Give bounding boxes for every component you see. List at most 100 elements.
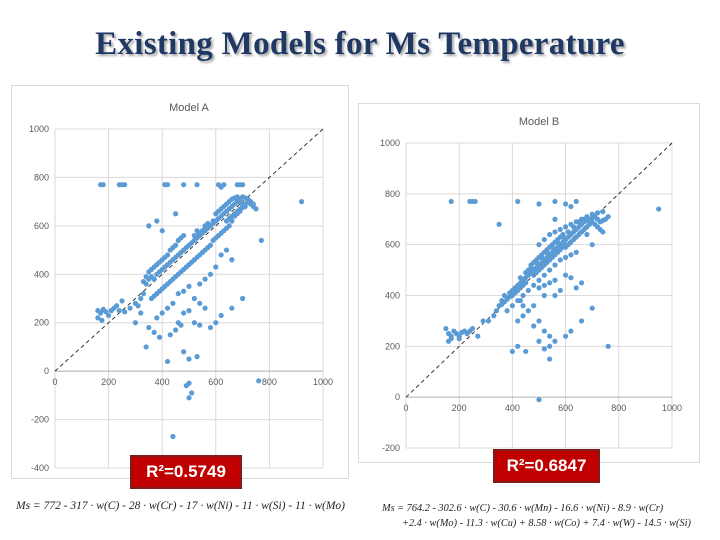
scatter-point xyxy=(229,305,235,311)
reference-line xyxy=(54,128,324,372)
scatter-point xyxy=(547,267,553,273)
scatter-point xyxy=(528,264,534,271)
scatter-point xyxy=(202,305,208,311)
scatter-point xyxy=(573,198,579,205)
scatter-point xyxy=(240,182,246,188)
scatter-point xyxy=(154,218,160,224)
scatter-point xyxy=(223,247,230,253)
scatter-point xyxy=(146,324,152,331)
scatter-point xyxy=(594,210,601,216)
scatter-point xyxy=(557,287,563,294)
formula-model-b-line2: +2.4 · w(Mo) - 11.3 · w(Cu) + 8.58 · w(C… xyxy=(402,518,691,529)
scatter-point xyxy=(151,276,157,282)
scatter-point xyxy=(140,278,147,285)
scatter-point xyxy=(256,378,262,384)
scatter-point xyxy=(549,244,555,250)
scatter-point xyxy=(472,198,478,205)
scatter-point xyxy=(547,343,553,349)
scatter-point xyxy=(539,254,545,260)
scatter-point xyxy=(181,349,187,355)
scatter-point xyxy=(568,252,574,258)
scatter-point xyxy=(138,295,144,302)
scatter-point xyxy=(496,221,502,227)
y-tick-label: -400 xyxy=(31,463,49,473)
scatter-point xyxy=(520,313,526,319)
scatter-point xyxy=(213,264,219,270)
y-tick-label: -200 xyxy=(382,443,400,453)
scatter-point xyxy=(541,272,547,278)
scatter-point xyxy=(547,231,553,238)
y-tick-label: 600 xyxy=(385,240,400,250)
scatter-point xyxy=(229,257,235,263)
scatter-point xyxy=(600,209,606,215)
scatter-point xyxy=(210,218,216,224)
scatter-point xyxy=(531,303,537,309)
scatter-point xyxy=(167,332,173,338)
scatter-point xyxy=(146,269,152,275)
scatter-point xyxy=(253,206,259,212)
chart-a-svg: Model A -400 -200 0 200 400 600 800 1000 0 200 400 6… xyxy=(29,102,333,473)
scatter-point xyxy=(504,308,510,314)
scatter-point xyxy=(194,182,200,188)
scatter-point xyxy=(205,220,211,227)
scatter-point xyxy=(531,282,537,288)
scatter-point xyxy=(589,211,595,217)
scatter-point xyxy=(557,257,563,263)
scatter-point xyxy=(191,295,197,302)
scatter-point xyxy=(525,308,531,314)
scatter-point xyxy=(573,285,579,291)
y-tick-label: 0 xyxy=(44,366,49,376)
x-tick-label: 0 xyxy=(52,377,57,387)
y-tick-label: 1000 xyxy=(29,124,49,134)
scatter-point xyxy=(536,338,542,344)
y-tick-label: 600 xyxy=(34,221,49,231)
scatter-point xyxy=(589,305,595,311)
scatter-point xyxy=(536,277,542,283)
chart-model-b: Model B -200 0 200 400 600 800 1000 0 200 400 600 80… xyxy=(358,103,700,463)
r2-badge-model-a: R²=0.5749 xyxy=(130,455,242,489)
scatter-point xyxy=(475,333,481,339)
scatter-point xyxy=(194,228,200,234)
scatter-point xyxy=(536,242,542,248)
scatter-point xyxy=(103,309,109,315)
scatter-point xyxy=(552,338,558,344)
scatter-point xyxy=(533,259,539,266)
scatter-point xyxy=(509,348,515,355)
scatter-point xyxy=(100,182,106,188)
scatter-point xyxy=(159,310,165,316)
scatter-point xyxy=(515,198,521,205)
chart-model-a: Model A -400 -200 0 200 400 600 800 1000 0 200 400 6… xyxy=(11,85,349,479)
scatter-point xyxy=(135,303,141,309)
scatter-point xyxy=(541,328,547,334)
scatter-point xyxy=(159,228,165,234)
scatter-point xyxy=(445,338,452,344)
slide-title: Existing Models for Ms Temperature xyxy=(95,26,625,62)
scatter-point xyxy=(536,318,542,324)
scatter-point xyxy=(520,303,526,309)
scatter-point xyxy=(456,336,462,342)
scatter-point xyxy=(140,291,147,297)
scatter-point xyxy=(523,280,529,286)
formula-model-b-line1: Ms = 764.2 - 302.6 · w(C) - 30.6 · w(Mn)… xyxy=(382,503,664,514)
scatter-point xyxy=(568,328,574,334)
scatter-point xyxy=(173,327,179,333)
scatter-point xyxy=(517,275,523,281)
scatter-point xyxy=(552,216,558,222)
chart-title: Model B xyxy=(519,116,559,128)
scatter-point xyxy=(536,285,542,291)
scatter-point xyxy=(213,320,219,326)
scatter-point xyxy=(164,182,171,188)
scatter-point xyxy=(443,325,449,332)
scatter-point xyxy=(552,229,558,235)
scatter-point xyxy=(97,310,104,316)
scatter-point xyxy=(156,334,163,340)
scatter-point xyxy=(480,318,486,324)
scatter-point xyxy=(552,277,558,283)
scatter-point xyxy=(218,252,224,258)
x-tick-label: 800 xyxy=(262,377,277,387)
scatter-point xyxy=(197,300,203,306)
scatter-point xyxy=(164,358,171,365)
scatter-point xyxy=(106,312,112,319)
x-tick-label: 1000 xyxy=(313,377,333,387)
scatter-point xyxy=(173,211,179,217)
